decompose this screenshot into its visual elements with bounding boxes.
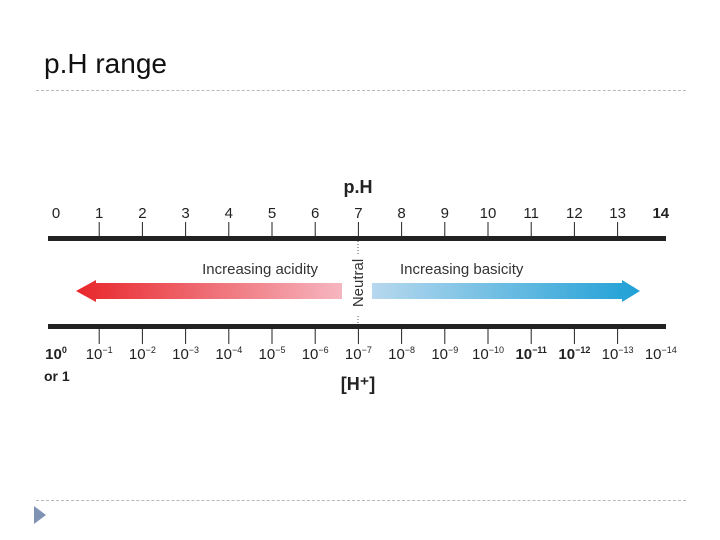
ph-tick-label: 0 [52,205,60,222]
h-axis-title: [H⁺] [341,374,376,394]
h-tick-label: 10−8 [388,345,415,363]
ph-tick-label: 9 [441,205,449,222]
ph-tick-label: 2 [138,205,146,222]
basicity-label: Increasing basicity [400,261,524,278]
ph-tick-label: 4 [225,205,233,222]
h-tick-labels: 100 10−1 10−2 10−3 10−4 10−5 10−6 10−7 10−8 10−9 1… [45,345,677,363]
acidity-label: Increasing acidity [202,261,318,278]
h-tick-label: 10−12 [558,345,590,363]
ph-tick-label: 6 [311,205,319,222]
ph-axis-bar [48,236,666,241]
ph-tick-label: 3 [181,205,189,222]
footer-divider [36,500,686,501]
h-tick-label: 10−5 [259,345,286,363]
ph-tick-label: 8 [397,205,405,222]
ph-ticks [98,222,619,238]
ph-tick-label: 13 [609,205,626,222]
neutral-label: Neutral [350,259,367,307]
h-tick-label: 10−2 [129,345,156,363]
acidity-arrow [76,280,342,302]
h-tick-label: 10−3 [172,345,199,363]
h-tick-label: 10−1 [86,345,113,363]
ph-tick-label: 5 [268,205,276,222]
h-tick-label: 10−13 [602,345,634,363]
h-axis-bar [48,324,666,329]
ph-tick-label: 1 [95,205,103,222]
ph-tick-label: 7 [354,205,362,222]
basicity-arrow [372,280,640,302]
ph-tick-label: 14 [652,205,669,222]
ph-axis-title: p.H [344,177,373,197]
h-first-extra: or 1 [44,368,70,384]
neutral-backdrop [349,254,367,316]
h-tick-label: 10−6 [302,345,329,363]
h-tick-label: 10−14 [645,345,677,363]
h-tick-label: 10−10 [472,345,504,363]
ph-tick-label: 10 [480,205,497,222]
h-tick-label: 10−4 [215,345,242,363]
h-tick-label: 100 [45,345,67,363]
h-tick-label: 10−11 [515,345,546,363]
ph-tick-label: 11 [523,205,539,222]
h-ticks [98,328,619,344]
ph-tick-label: 12 [566,205,583,222]
h-tick-label: 10−9 [431,345,458,363]
title-divider [36,90,686,91]
h-tick-label: 10−7 [345,345,372,363]
slide-title: p.H range [44,48,167,79]
ph-tick-labels: 0 1 2 3 4 5 6 7 8 9 10 11 12 13 14 [52,205,670,222]
triangle-right-icon[interactable] [34,506,46,524]
